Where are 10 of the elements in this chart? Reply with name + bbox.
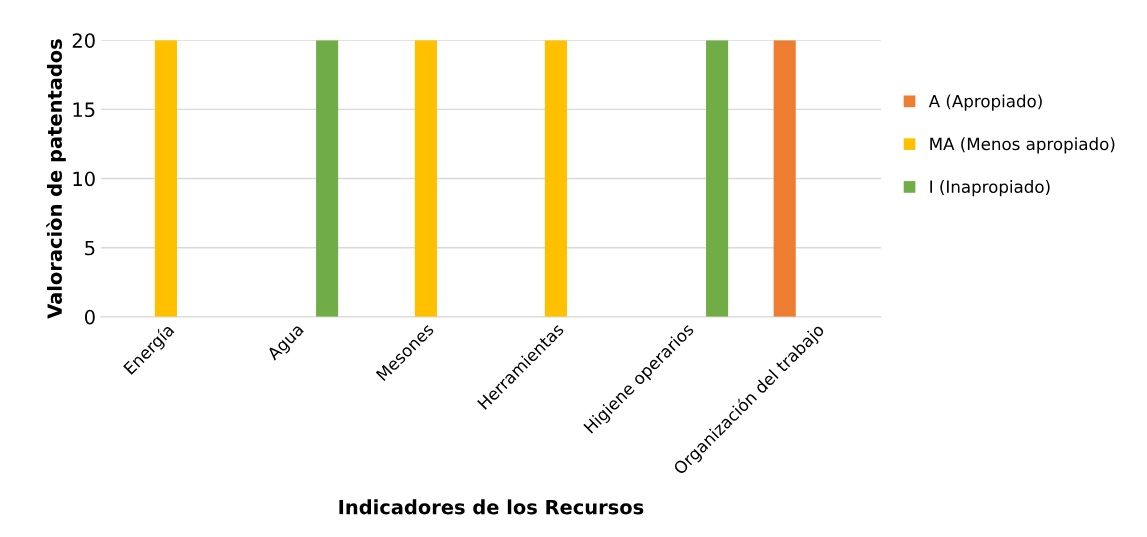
y-tick-label: 20 bbox=[72, 33, 95, 48]
legend-label: MA (Menos apropiado) bbox=[930, 137, 1115, 154]
x-axis-title: Indicadores de los Recursos bbox=[339, 499, 644, 515]
y-tick-label: 10 bbox=[73, 171, 95, 187]
y-tick-label: 15 bbox=[73, 102, 95, 118]
y-axis-title: Valoraciòn de patentados bbox=[46, 39, 66, 319]
legend-label: A (Apropiado) bbox=[928, 94, 1042, 111]
legend-label: I (Inapropiado) bbox=[930, 180, 1050, 197]
y-tick-label: 0 bbox=[84, 309, 95, 325]
y-tick-label: 5 bbox=[85, 240, 95, 256]
